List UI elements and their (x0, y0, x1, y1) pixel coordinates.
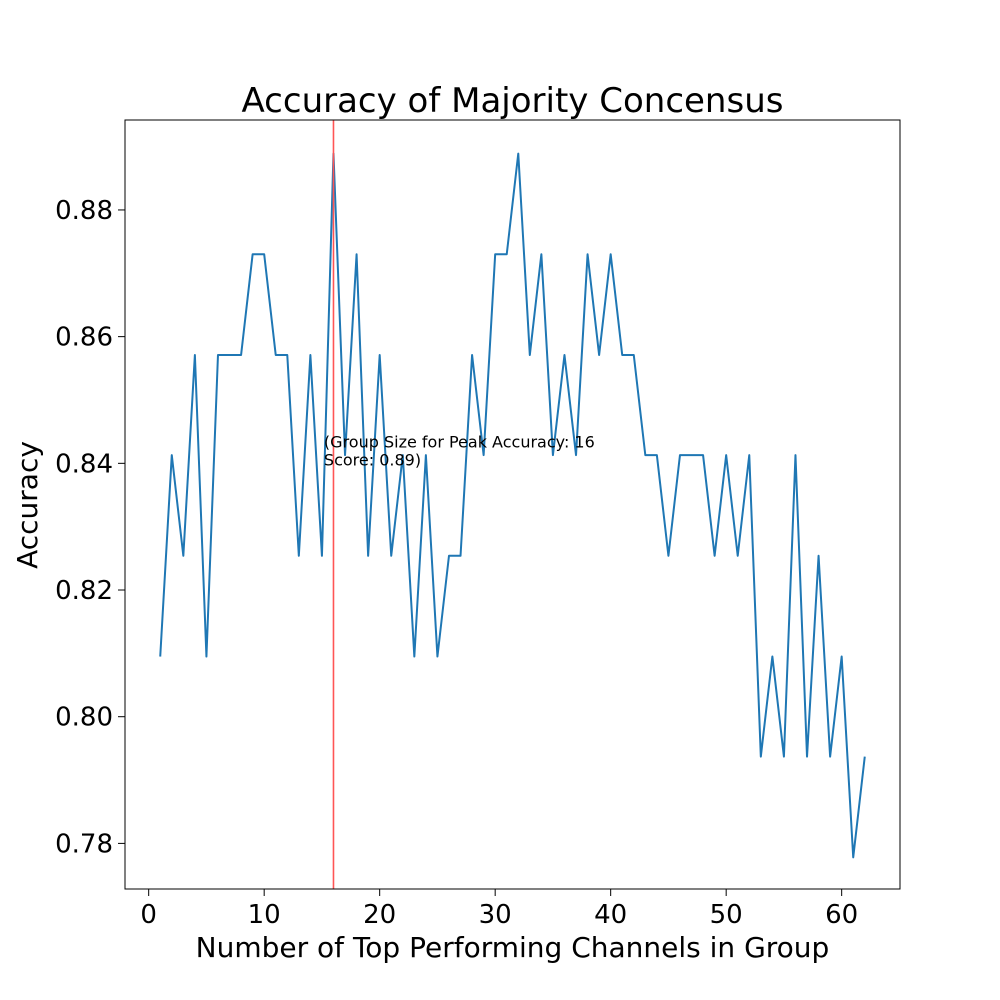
x-tick-label: 0 (140, 900, 157, 930)
series-line-0 (159, 152, 866, 859)
y-tick-label: 0.82 (55, 576, 113, 606)
y-tick-label: 0.88 (55, 196, 113, 226)
y-tick-label: 0.80 (55, 703, 113, 733)
plot-frame (124, 119, 901, 890)
x-tick-label: 20 (363, 900, 396, 930)
chart-title: Accuracy of Majority Concensus (242, 81, 784, 121)
x-tick-label: 50 (710, 900, 743, 930)
x-tick-label: 30 (479, 900, 512, 930)
peak-annotation-line: Score: 0.89) (324, 450, 421, 469)
x-tick-label: 40 (594, 900, 627, 930)
x-axis-label: Number of Top Performing Channels in Gro… (196, 931, 830, 964)
x-tick-label: 60 (825, 900, 858, 930)
x-tick-label: 10 (248, 900, 281, 930)
y-axis-label: Accuracy (11, 441, 44, 569)
y-tick-label: 0.78 (55, 829, 113, 859)
peak-annotation-line: (Group Size for Peak Accuracy: 16 (324, 432, 595, 451)
plot-area: (Group Size for Peak Accuracy: 16 Score: … (55, 119, 901, 930)
y-tick-label: 0.86 (55, 323, 113, 353)
y-tick-label: 0.84 (55, 449, 113, 479)
peak-annotation: (Group Size for Peak Accuracy: 16 Score: … (324, 432, 595, 469)
